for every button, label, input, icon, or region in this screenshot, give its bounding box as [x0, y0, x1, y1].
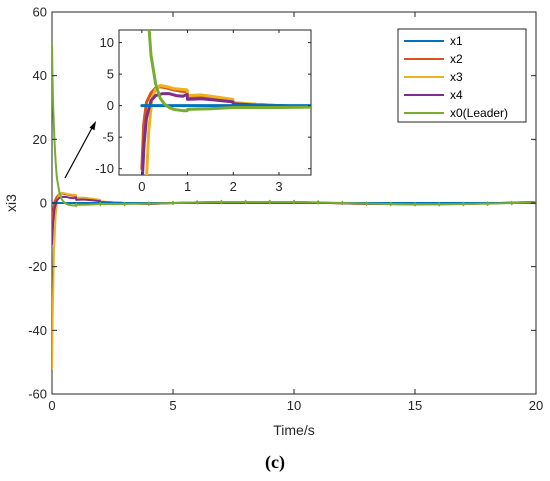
leader-marker: [413, 201, 417, 207]
y-tick-label: 5: [107, 67, 114, 82]
legend-box: [397, 28, 527, 123]
leader-marker: [364, 201, 369, 207]
zoom-arrow: [64, 121, 96, 179]
leader-marker: [340, 200, 345, 206]
y-tick-label: 60: [33, 5, 47, 20]
x-tick-label: 2: [230, 179, 237, 194]
main-series-group: [52, 42, 536, 370]
x-tick-label: 5: [169, 398, 176, 413]
leader-marker: [437, 201, 442, 207]
leader-marker: [243, 199, 248, 205]
x-tick-label: 0: [138, 179, 145, 194]
legend-label: x3: [450, 70, 463, 84]
leader-marker: [122, 201, 127, 207]
x-tick-label: 20: [529, 398, 543, 413]
y-tick-label: 0: [107, 98, 114, 113]
inset-y-ticks: -10 -5 0 5 10: [95, 35, 311, 176]
leader-marker: [195, 199, 200, 205]
x-tick-label: 1: [184, 179, 191, 194]
leader-marker: [146, 201, 151, 207]
leader-marker: [388, 201, 393, 207]
inset-series-group: [140, 30, 311, 175]
leader-marker: [292, 199, 296, 205]
y-tick-label: -60: [28, 387, 47, 402]
x-tick-label: 15: [408, 398, 422, 413]
leader-marker: [74, 202, 79, 208]
inset-chart: 0 1 2 3 -10 -5 0 5 10: [95, 29, 312, 194]
figure-caption: (c): [265, 452, 285, 473]
x-tick-label: 10: [287, 398, 301, 413]
x-axis-label: Time/s: [273, 422, 314, 438]
series-x4-inset-line: [141, 92, 311, 175]
legend: x1 x2 x3 x4 x0(Leader): [397, 28, 527, 123]
leader-marker: [171, 200, 175, 206]
leader-marker: [98, 201, 103, 207]
legend-label: x4: [450, 88, 463, 102]
leader-marker: [461, 201, 466, 207]
y-axis-label: xi3: [3, 194, 19, 212]
leader-marker: [219, 199, 224, 205]
y-tick-label: 10: [100, 35, 114, 50]
legend-label: x2: [450, 52, 463, 66]
y-tick-label: 40: [33, 68, 47, 83]
y-tick-label: 20: [33, 132, 47, 147]
leader-marker: [267, 199, 272, 205]
leader-marker: [509, 200, 514, 206]
y-tick-label: 0: [40, 196, 47, 211]
x-tick-label: 3: [275, 179, 282, 194]
series-x0leader-inset-line: [147, 30, 311, 113]
y-tick-label: -20: [28, 259, 47, 274]
legend-label: x0(Leader): [450, 106, 508, 120]
legend-label: x1: [450, 34, 463, 48]
leader-marker: [485, 201, 490, 207]
main-x-ticks: 0 5 10 15 20: [48, 12, 543, 413]
y-tick-label: -10: [95, 161, 114, 176]
inset-x-ticks: 0 1 2 3: [138, 30, 283, 194]
x-tick-label: 0: [48, 398, 55, 413]
y-tick-label: -40: [28, 323, 47, 338]
y-tick-label: -5: [102, 130, 114, 145]
leader-marker: [316, 199, 321, 205]
